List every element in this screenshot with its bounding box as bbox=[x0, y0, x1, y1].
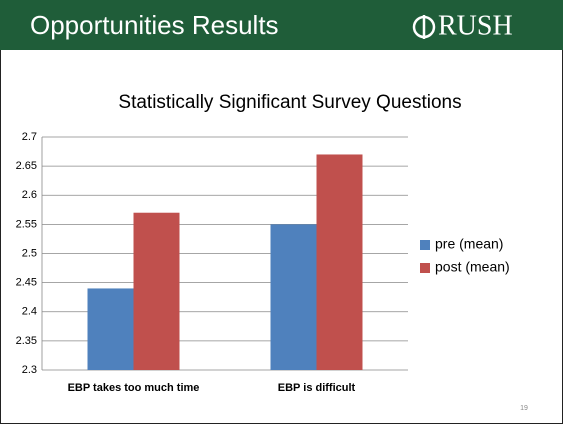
x-tick-label: EBP is difficult bbox=[278, 382, 356, 394]
logo-text: RUSH bbox=[438, 10, 513, 41]
header-bar bbox=[0, 0, 563, 50]
y-tick-label: 2.35 bbox=[16, 335, 37, 347]
y-tick-label: 2.4 bbox=[22, 306, 37, 318]
y-tick-label: 2.45 bbox=[16, 277, 37, 289]
bar bbox=[87, 288, 134, 370]
y-tick-label: 2.55 bbox=[16, 218, 37, 230]
y-tick-label: 2.65 bbox=[16, 160, 37, 172]
bar bbox=[316, 154, 363, 370]
logo-icon bbox=[412, 15, 436, 39]
legend-label: pre (mean) bbox=[435, 236, 503, 252]
legend-swatch bbox=[420, 240, 430, 250]
page-number: 19 bbox=[520, 405, 528, 412]
bar bbox=[133, 212, 180, 370]
y-tick-label: 2.6 bbox=[22, 189, 37, 201]
bar bbox=[270, 224, 317, 370]
header-title: Opportunities Results bbox=[30, 10, 279, 40]
y-tick-label: 2.7 bbox=[22, 131, 37, 143]
x-tick-label: EBP takes too much time bbox=[68, 382, 200, 394]
y-tick-label: 2.3 bbox=[22, 364, 37, 376]
chart-title: Statistically Significant Survey Questio… bbox=[118, 92, 461, 113]
legend-label: post (mean) bbox=[435, 259, 510, 275]
y-tick-label: 2.5 bbox=[22, 247, 37, 259]
legend-swatch bbox=[420, 263, 430, 273]
